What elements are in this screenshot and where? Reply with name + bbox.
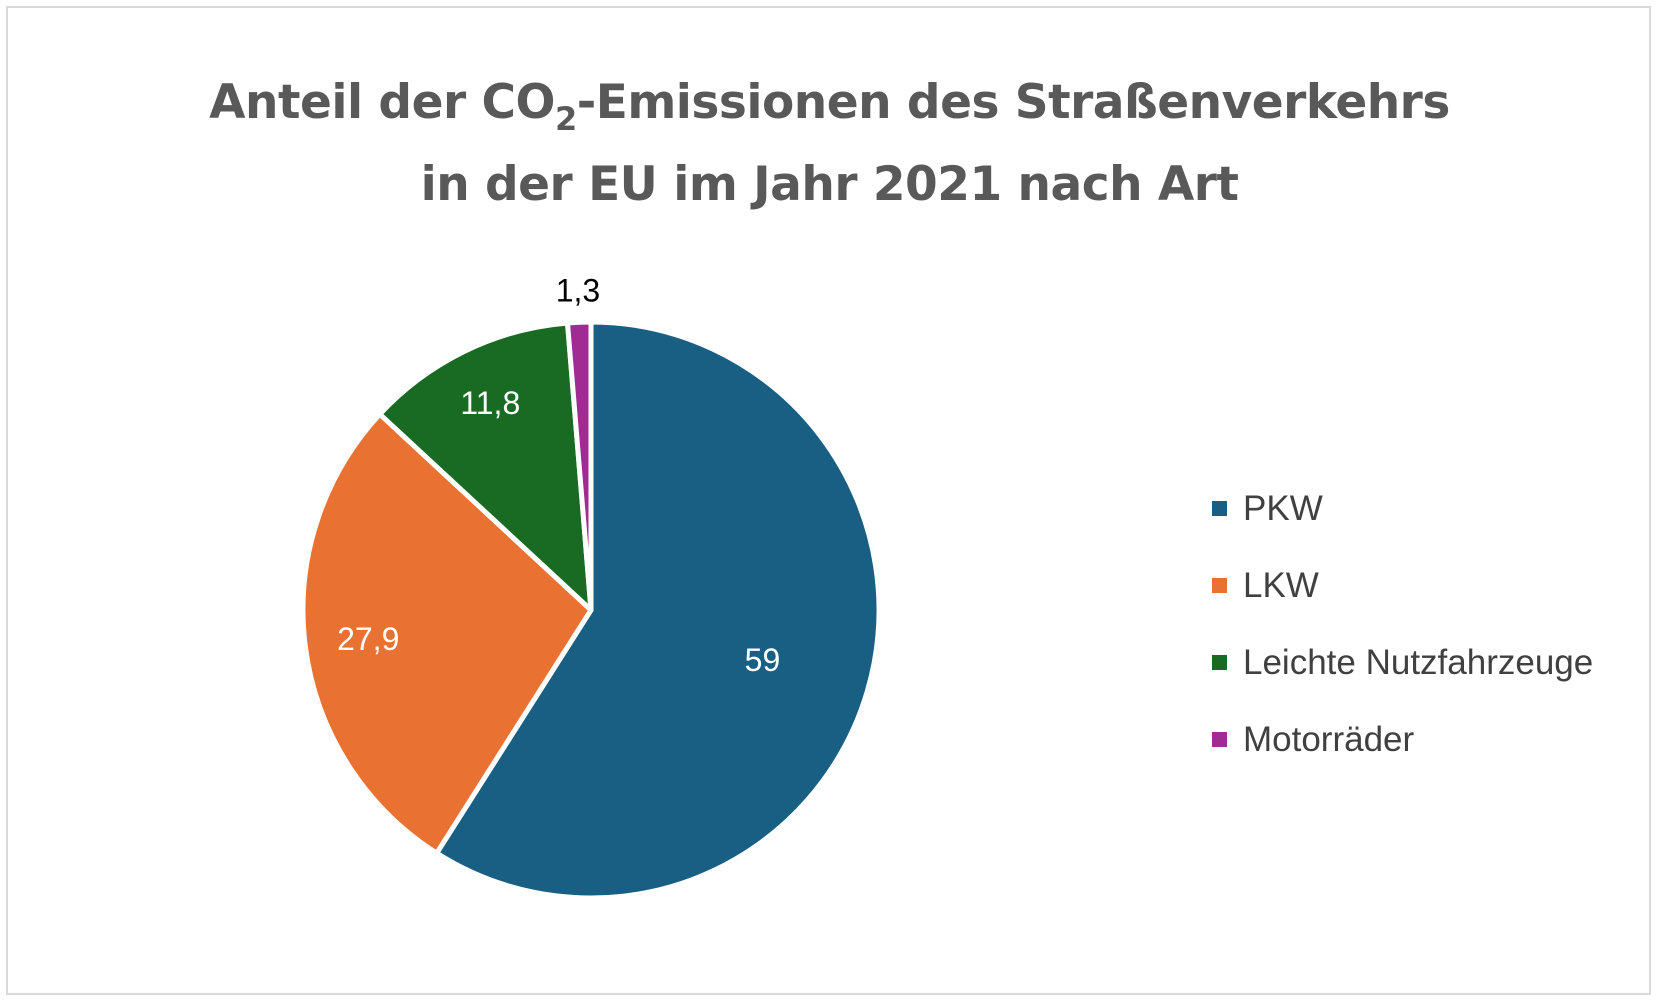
legend-item: LKW <box>1212 547 1593 624</box>
chart-legend: PKW LKW Leichte Nutzfahrzeuge Motorräder <box>1212 470 1593 778</box>
legend-item: PKW <box>1212 470 1593 547</box>
chart-title-line-1: Anteil der CO2-Emissionen des Straßenver… <box>0 62 1659 144</box>
pie-slices <box>300 319 882 901</box>
legend-swatch <box>1212 578 1227 593</box>
chart-title-line-2: in der EU im Jahr 2021 nach Art <box>420 157 1239 212</box>
legend-item: Motorräder <box>1212 701 1593 778</box>
legend-swatch <box>1212 732 1227 747</box>
data-label-motorräder: 1,3 <box>556 273 600 309</box>
pie-slice-pkw <box>434 319 882 901</box>
legend-label: Leichte Nutzfahrzeuge <box>1243 642 1594 682</box>
legend-swatch <box>1212 655 1227 670</box>
data-label-lkw: 27,9 <box>337 621 399 657</box>
legend-label: PKW <box>1243 488 1323 528</box>
title-prefix: Anteil der CO <box>209 75 555 130</box>
title-suffix: -Emissionen des Straßenverkehrs <box>576 75 1451 130</box>
data-label-leichte-nutzfahrzeuge: 11,8 <box>460 385 520 421</box>
title-subscript: 2 <box>554 100 577 138</box>
legend-label: Motorräder <box>1243 719 1415 759</box>
data-label-pkw: 59 <box>745 642 781 678</box>
pie-data-labels: 59 27,9 11,8 1,3 <box>337 273 780 678</box>
legend-item: Leichte Nutzfahrzeuge <box>1212 624 1593 701</box>
pie-slice-motorräder <box>565 319 594 613</box>
pie-slice-leichte-nutzfahrzeuge <box>377 320 594 613</box>
pie-slice-lkw <box>300 411 594 856</box>
chart-title: Anteil der CO2-Emissionen des Straßenver… <box>0 62 1659 226</box>
legend-swatch <box>1212 501 1227 516</box>
legend-label: LKW <box>1243 565 1319 605</box>
